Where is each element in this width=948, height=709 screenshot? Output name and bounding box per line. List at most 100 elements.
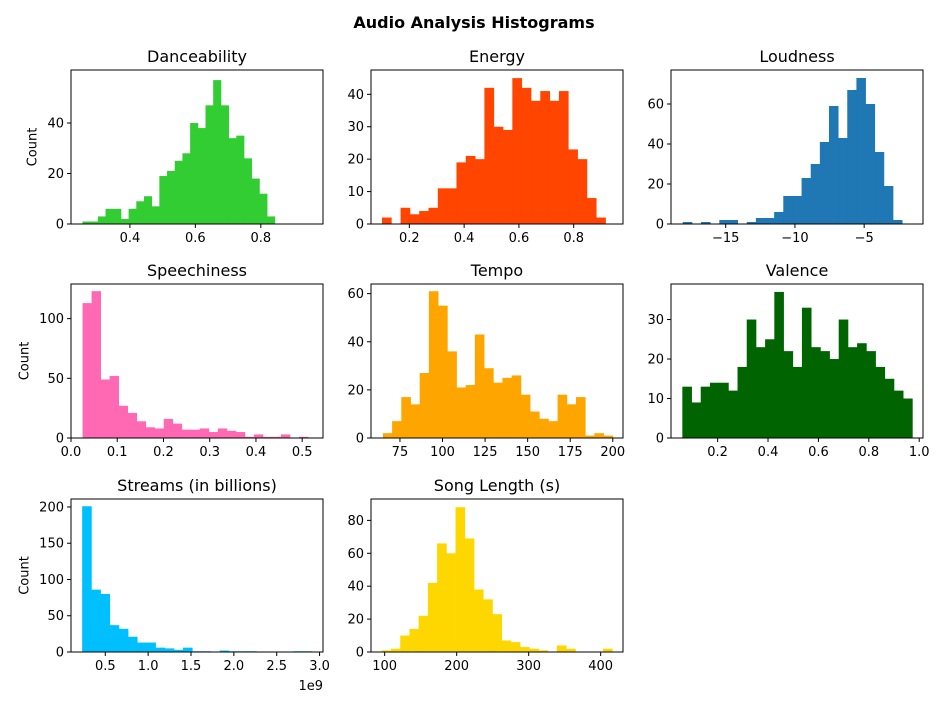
y-tick-label: 20 xyxy=(47,167,64,182)
histogram-bar xyxy=(866,351,876,438)
histogram-panels: Danceability 0.4 0.6 0.8 0 20 40 Count Energy 0.2… xyxy=(17,47,929,694)
histogram-bar xyxy=(568,149,578,224)
x-tick-label: 0.2 xyxy=(707,445,728,460)
y-tick-label: 40 xyxy=(647,138,664,153)
panel-title: Valence xyxy=(766,261,829,280)
histogram-bar xyxy=(682,222,693,224)
histogram-bar xyxy=(235,432,246,438)
histogram-bar xyxy=(682,386,692,438)
histogram-bar xyxy=(893,390,904,438)
x-tick-label: 0.6 xyxy=(509,231,530,246)
y-tick-label: 0 xyxy=(656,432,664,447)
histogram-bar xyxy=(418,615,429,652)
histogram-bar xyxy=(765,218,775,224)
histogram-bar xyxy=(709,382,720,438)
x-tick-label: 100 xyxy=(372,659,397,674)
panel-title: Song Length (s) xyxy=(434,476,560,495)
histogram-bar xyxy=(127,412,138,438)
histogram-bar xyxy=(205,105,214,224)
histogram-bar xyxy=(90,221,99,224)
histogram-bar xyxy=(271,436,282,438)
histogram-bar xyxy=(181,429,192,438)
x-tick-label: 200 xyxy=(444,659,469,674)
histogram-bar xyxy=(530,411,540,438)
y-axis-label: Count xyxy=(17,556,32,595)
histogram-bar xyxy=(539,418,549,438)
histogram-bar xyxy=(512,78,523,224)
histogram-bar xyxy=(128,636,138,652)
histogram-bar xyxy=(128,208,137,224)
histogram-panel: Loudness −15 −10 −5 0 20 40 60 xyxy=(647,47,924,246)
x-tick-label: 0.2 xyxy=(153,445,174,460)
histogram-bar xyxy=(755,347,766,438)
histogram-bar xyxy=(792,196,802,224)
x-tick-label: 1.0 xyxy=(138,659,159,674)
histogram-panel: Streams (in billions) 0.5 1.0 1.5 2.0 2.5 3.0 0… xyxy=(17,476,330,694)
x-tick-label: −10 xyxy=(781,231,808,246)
histogram-bar xyxy=(159,176,168,224)
histogram-bar xyxy=(97,216,106,224)
y-tick-label: 0 xyxy=(356,432,364,447)
histogram-bar xyxy=(602,648,613,652)
histogram-bar xyxy=(511,375,522,438)
histogram-bar xyxy=(774,212,784,224)
y-tick-label: 20 xyxy=(647,178,664,193)
histogram-bar xyxy=(746,319,757,438)
histogram-bar xyxy=(208,432,219,438)
histogram-bar xyxy=(875,366,886,438)
histogram-bar xyxy=(520,647,530,652)
x-tick-label: 0.4 xyxy=(454,231,475,246)
x-axis-offset-label: 1e9 xyxy=(298,679,323,694)
histogram-bar xyxy=(280,434,291,438)
histogram-bar xyxy=(82,221,91,224)
y-tick-label: 40 xyxy=(47,117,64,132)
x-tick-label: 300 xyxy=(516,659,541,674)
histogram-bar xyxy=(427,582,438,652)
histogram-bar xyxy=(391,648,401,652)
x-tick-label: 175 xyxy=(558,445,583,460)
histogram-bar xyxy=(381,217,392,224)
histogram-bar xyxy=(474,334,485,438)
histogram-bar xyxy=(874,152,885,224)
x-tick-label: 0.3 xyxy=(199,445,220,460)
histogram-bar xyxy=(819,142,830,224)
histogram-bar xyxy=(556,645,567,652)
histogram-bar xyxy=(828,106,839,224)
y-tick-label: 0 xyxy=(56,218,64,233)
y-axis-label: Count xyxy=(26,128,41,167)
axes-frame xyxy=(70,498,324,653)
histogram-bar xyxy=(691,402,702,438)
histogram-bar xyxy=(558,91,569,224)
histogram-bar xyxy=(820,351,830,438)
histogram-bar xyxy=(465,385,476,438)
histogram-bar xyxy=(847,90,857,224)
y-tick-label: 0 xyxy=(356,218,364,233)
histogram-bar xyxy=(213,80,222,224)
histogram-bar xyxy=(728,220,738,224)
histogram-bar xyxy=(428,291,439,438)
histogram-bar xyxy=(243,158,253,224)
histogram-bar xyxy=(409,628,420,652)
x-tick-label: 1.0 xyxy=(909,445,930,460)
histogram-bar xyxy=(409,214,420,224)
axes-frame xyxy=(370,69,624,225)
histogram-bar xyxy=(728,390,738,438)
x-tick-label: 0.4 xyxy=(758,445,779,460)
y-tick-label: 100 xyxy=(39,573,64,588)
histogram-bar xyxy=(137,642,147,652)
y-tick-label: 0 xyxy=(56,646,64,661)
histogram-bar xyxy=(484,368,494,438)
histogram-bar xyxy=(493,382,503,438)
histogram-bar xyxy=(381,650,392,652)
y-tick-label: 40 xyxy=(347,580,364,595)
x-tick-label: 1.5 xyxy=(181,659,202,674)
histogram-bar xyxy=(566,404,577,438)
panel-title: Streams (in billions) xyxy=(117,476,277,495)
histogram-bar xyxy=(220,105,229,224)
histogram-bar xyxy=(586,198,597,224)
y-tick-label: 80 xyxy=(347,514,364,529)
histogram-bar xyxy=(190,123,199,224)
x-tick-label: 0.0 xyxy=(61,445,82,460)
y-tick-label: 0 xyxy=(56,432,64,447)
x-tick-label: 400 xyxy=(588,659,613,674)
